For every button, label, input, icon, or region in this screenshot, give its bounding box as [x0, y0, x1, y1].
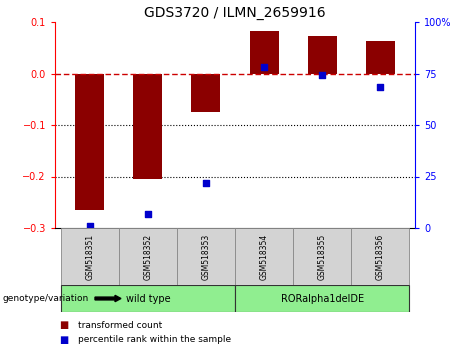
Text: ■: ■	[59, 335, 69, 345]
Bar	[191, 74, 220, 112]
Bar	[249, 31, 278, 74]
Text: GSM518351: GSM518351	[85, 233, 95, 280]
Text: transformed count: transformed count	[78, 320, 162, 330]
Text: GSM518354: GSM518354	[260, 233, 268, 280]
Title: GDS3720 / ILMN_2659916: GDS3720 / ILMN_2659916	[144, 6, 326, 19]
Text: wild type: wild type	[125, 293, 170, 303]
Bar	[293, 228, 351, 285]
Point	[202, 180, 210, 186]
Bar	[61, 228, 119, 285]
Bar	[366, 41, 395, 74]
Text: genotype/variation: genotype/variation	[2, 294, 89, 303]
Bar	[133, 74, 162, 179]
Bar	[177, 228, 235, 285]
Text: RORalpha1delDE: RORalpha1delDE	[281, 293, 364, 303]
Point	[377, 85, 384, 90]
Text: GSM518355: GSM518355	[318, 233, 326, 280]
Text: GSM518353: GSM518353	[201, 233, 211, 280]
Text: GSM518356: GSM518356	[376, 233, 384, 280]
Point	[86, 224, 94, 229]
Text: percentile rank within the sample: percentile rank within the sample	[78, 336, 231, 344]
Bar	[351, 228, 409, 285]
Bar	[235, 228, 293, 285]
Point	[319, 72, 326, 78]
Bar	[75, 74, 104, 210]
Text: GSM518352: GSM518352	[143, 233, 153, 280]
Bar	[307, 36, 337, 74]
Bar	[61, 285, 235, 312]
Text: ■: ■	[59, 320, 69, 330]
Bar	[119, 228, 177, 285]
Bar	[235, 285, 409, 312]
Point	[260, 64, 268, 70]
Point	[144, 211, 152, 217]
